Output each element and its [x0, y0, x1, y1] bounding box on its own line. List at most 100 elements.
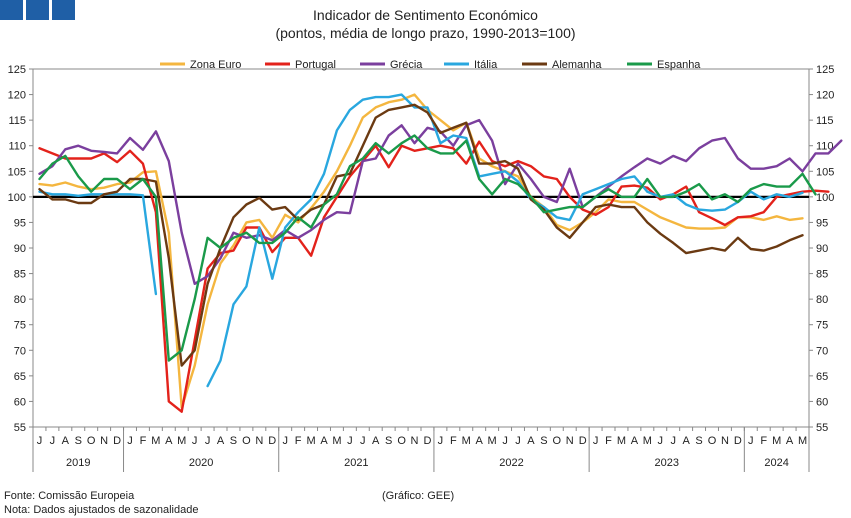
- legend-label: Espanha: [657, 59, 701, 71]
- x-month-label: F: [450, 435, 457, 447]
- x-month-label: S: [695, 435, 702, 447]
- x-month-label: F: [140, 435, 147, 447]
- legend-label: Itália: [474, 59, 498, 71]
- y-tick-label-left: 110: [8, 141, 26, 153]
- y-tick-label-left: 100: [8, 192, 26, 204]
- y-tick-label-right: 55: [816, 422, 828, 434]
- logo-square: [52, 0, 75, 20]
- y-tick-label-right: 125: [816, 64, 834, 76]
- y-tick-label-right: 60: [816, 396, 828, 408]
- x-month-label: N: [100, 435, 108, 447]
- y-tick-label-right: 90: [816, 243, 828, 255]
- y-tick-label-right: 70: [816, 345, 828, 357]
- y-tick-label-left: 125: [8, 64, 26, 76]
- y-tick-label-right: 110: [816, 141, 834, 153]
- y-tick-label-left: 70: [14, 345, 26, 357]
- y-tick-label-right: 85: [816, 269, 828, 281]
- x-month-label: N: [566, 435, 574, 447]
- x-month-label: M: [798, 435, 807, 447]
- y-tick-label-left: 115: [8, 115, 26, 127]
- x-month-label: J: [658, 435, 664, 447]
- x-month-label: J: [205, 435, 211, 447]
- y-tick-label-left: 60: [14, 396, 26, 408]
- x-month-label: J: [347, 435, 353, 447]
- y-tick-label-right: 75: [816, 320, 828, 332]
- x-month-label: A: [682, 435, 690, 447]
- x-month-label: O: [397, 435, 406, 447]
- adjustment-note: Nota: Dados ajustados de sazonalidade: [4, 504, 199, 516]
- y-tick-label-right: 100: [816, 192, 834, 204]
- x-month-label: A: [631, 435, 639, 447]
- y-tick-label-left: 120: [8, 90, 26, 102]
- x-month-label: M: [177, 435, 186, 447]
- x-month-label: J: [360, 435, 366, 447]
- x-month-label: J: [502, 435, 508, 447]
- x-month-label: M: [151, 435, 160, 447]
- x-month-label: J: [127, 435, 133, 447]
- x-month-label: D: [423, 435, 431, 447]
- legend-label: Grécia: [390, 59, 423, 71]
- chart-subtitle: (pontos, média de longo prazo, 1990-2013…: [275, 25, 576, 41]
- y-tick-label-right: 120: [816, 90, 834, 102]
- x-month-label: O: [553, 435, 562, 447]
- legend-label: Zona Euro: [190, 59, 241, 71]
- x-month-label: J: [593, 435, 599, 447]
- x-month-label: J: [515, 435, 521, 447]
- y-tick-label-right: 95: [816, 217, 828, 229]
- x-month-label: J: [670, 435, 676, 447]
- x-month-label: A: [320, 435, 328, 447]
- x-month-label: M: [306, 435, 315, 447]
- x-month-label: S: [230, 435, 237, 447]
- x-month-label: S: [75, 435, 82, 447]
- x-month-label: A: [62, 435, 70, 447]
- x-month-label: F: [760, 435, 767, 447]
- logo: [0, 0, 75, 20]
- x-month-label: A: [372, 435, 380, 447]
- x-month-label: J: [438, 435, 444, 447]
- y-tick-label-left: 85: [14, 269, 26, 281]
- series-line: [38, 93, 804, 409]
- x-month-label: D: [579, 435, 587, 447]
- y-tick-label-right: 65: [816, 371, 828, 383]
- x-month-label: O: [87, 435, 96, 447]
- series-line: [38, 93, 804, 388]
- x-month-label: O: [708, 435, 717, 447]
- logo-square: [26, 0, 49, 20]
- x-year-label: 2022: [499, 457, 523, 469]
- x-month-label: J: [37, 435, 43, 447]
- x-month-label: J: [748, 435, 754, 447]
- y-tick-label-right: 105: [816, 166, 834, 178]
- logo-square: [0, 0, 23, 20]
- series-line: [38, 134, 817, 362]
- x-month-label: N: [255, 435, 263, 447]
- x-month-label: A: [786, 435, 794, 447]
- series-line: [38, 103, 804, 367]
- legend-label: Portugal: [295, 59, 336, 71]
- y-tick-label-left: 95: [14, 217, 26, 229]
- x-month-label: M: [462, 435, 471, 447]
- x-month-label: F: [605, 435, 612, 447]
- x-month-label: J: [50, 435, 56, 447]
- x-month-label: J: [192, 435, 198, 447]
- x-month-label: A: [165, 435, 173, 447]
- chart-credit: (Gráfico: GEE): [382, 490, 455, 502]
- x-month-label: N: [411, 435, 419, 447]
- x-month-label: A: [476, 435, 484, 447]
- x-year-label: 2024: [764, 457, 788, 469]
- chart-title: Indicador de Sentimento Económico: [313, 7, 538, 23]
- x-month-label: M: [772, 435, 781, 447]
- x-month-label: A: [217, 435, 225, 447]
- y-tick-label-left: 75: [14, 320, 26, 332]
- y-tick-label-left: 80: [14, 294, 26, 306]
- x-month-label: S: [540, 435, 547, 447]
- x-month-label: D: [113, 435, 121, 447]
- x-month-label: F: [295, 435, 302, 447]
- x-month-label: O: [242, 435, 251, 447]
- x-month-label: M: [617, 435, 626, 447]
- x-month-label: M: [488, 435, 497, 447]
- x-year-label: 2023: [654, 457, 678, 469]
- y-tick-label-left: 55: [14, 422, 26, 434]
- x-month-label: D: [268, 435, 276, 447]
- y-tick-label-left: 90: [14, 243, 26, 255]
